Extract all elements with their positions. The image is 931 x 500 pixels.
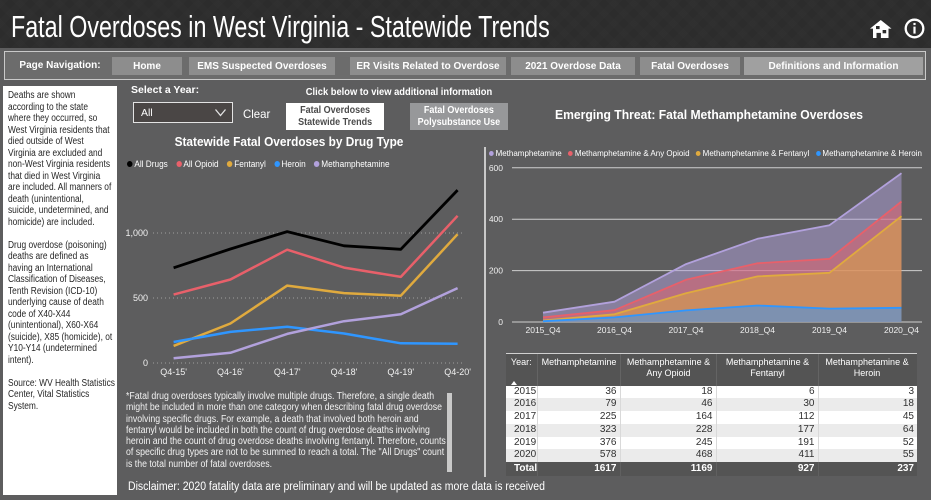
svg-text:2015_Q4: 2015_Q4 xyxy=(526,325,561,335)
svg-text:1,000: 1,000 xyxy=(125,228,148,238)
svg-text:2020_Q4: 2020_Q4 xyxy=(884,325,919,335)
svg-text:Q4-16': Q4-16' xyxy=(217,367,244,377)
svg-text:2019_Q4: 2019_Q4 xyxy=(812,325,847,335)
svg-text:400: 400 xyxy=(489,214,503,224)
svg-text:2016_Q4: 2016_Q4 xyxy=(597,325,632,335)
svg-text:Q4-15': Q4-15' xyxy=(160,367,187,377)
svg-text:500: 500 xyxy=(133,293,148,303)
svg-text:2017_Q4: 2017_Q4 xyxy=(669,325,704,335)
svg-text:0: 0 xyxy=(143,358,148,368)
svg-text:600: 600 xyxy=(489,163,503,173)
svg-text:Q4-17': Q4-17' xyxy=(274,367,301,377)
svg-text:Q4-19': Q4-19' xyxy=(387,367,414,377)
svg-text:200: 200 xyxy=(489,266,503,276)
svg-text:0: 0 xyxy=(498,317,503,327)
svg-text:2018_Q4: 2018_Q4 xyxy=(740,325,775,335)
svg-text:Q4-18': Q4-18' xyxy=(331,367,358,377)
svg-text:Q4-20': Q4-20' xyxy=(444,367,471,377)
